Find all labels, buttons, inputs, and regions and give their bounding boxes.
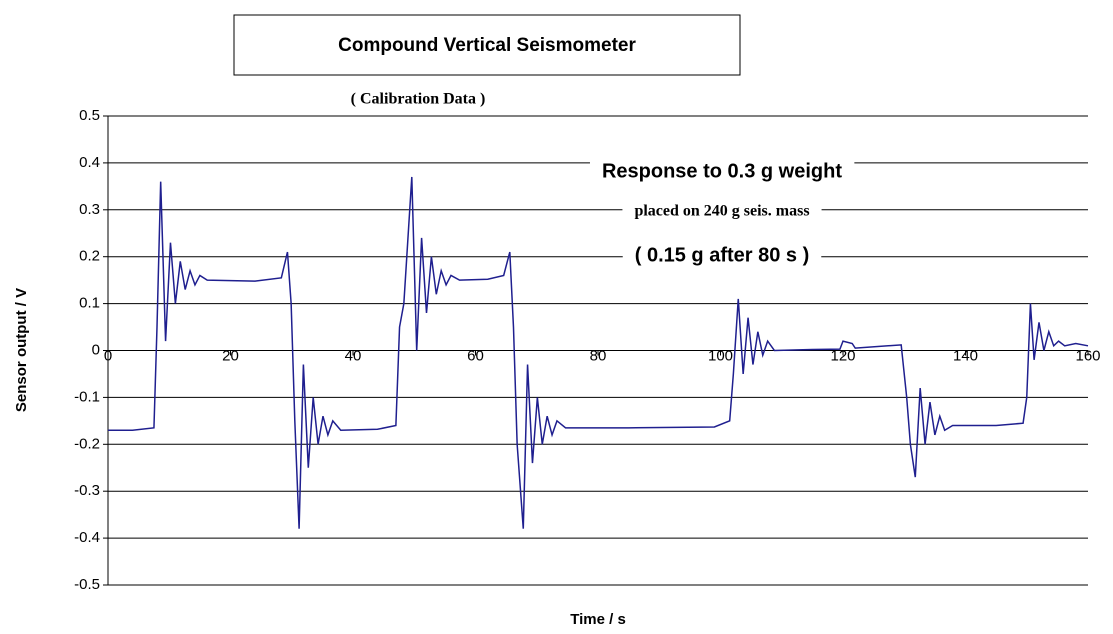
x-tick-label: 0 — [104, 347, 112, 364]
x-tick-label: 140 — [953, 347, 978, 364]
y-tick-label: -0.5 — [74, 576, 100, 593]
data-line — [108, 176, 1089, 529]
x-tick-label: 20 — [222, 347, 239, 364]
annotation: placed on 240 g seis. mass — [634, 203, 809, 220]
y-tick-label: 0.3 — [79, 201, 100, 218]
y-tick-label: -0.3 — [74, 482, 100, 499]
x-tick-label: 60 — [467, 347, 484, 364]
subtitle: ( Calibration Data ) — [351, 91, 486, 108]
y-tick-label: 0.5 — [79, 107, 100, 124]
y-tick-label: -0.4 — [74, 529, 100, 546]
x-tick-label: 120 — [830, 347, 855, 364]
y-tick-label: -0.2 — [74, 435, 100, 452]
x-tick-label: 100 — [708, 347, 733, 364]
title-box — [233, 14, 741, 76]
x-tick-label: 40 — [345, 347, 362, 364]
annotation: ( 0.15 g after 80 s ) — [635, 244, 810, 266]
annotation-bg — [622, 244, 822, 267]
y-tick-label: 0.2 — [79, 248, 100, 265]
annotation: Response to 0.3 g weight — [602, 160, 842, 182]
y-tick-label: 0.4 — [79, 154, 100, 171]
y-tick-label: 0 — [92, 341, 100, 358]
annotation-bg — [622, 202, 822, 220]
y-axis-label: Sensor output / V — [13, 288, 30, 412]
chart-title: Compound Vertical Seismometer — [338, 35, 636, 56]
x-tick-label: 160 — [1075, 347, 1100, 364]
x-tick-label: 80 — [590, 347, 607, 364]
y-tick-label: -0.1 — [74, 388, 100, 405]
annotation-bg — [589, 160, 855, 183]
y-tick-label: 0.1 — [79, 295, 100, 312]
x-axis-label: Time / s — [570, 611, 626, 628]
